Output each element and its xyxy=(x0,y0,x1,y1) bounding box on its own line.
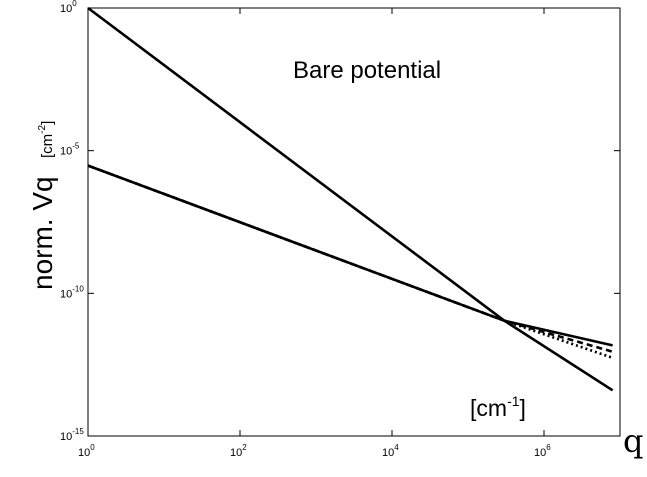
x-tick-label-0: 100 xyxy=(78,443,95,459)
y-unit-close: ] xyxy=(39,121,56,125)
x-unit-base: [cm xyxy=(470,395,507,421)
y-axis-label: norm. Vq xyxy=(27,176,58,290)
series-line-4 xyxy=(87,164,614,360)
x-unit-close: ] xyxy=(520,395,526,421)
y-unit-base: [cm xyxy=(39,134,56,158)
x-tick-label-2: 104 xyxy=(382,443,399,459)
y-tick-label-1: 10-5 xyxy=(60,142,80,158)
y-unit-exp: -2 xyxy=(37,124,48,133)
x-tick-label-3: 106 xyxy=(534,443,551,459)
x-unit-exp: -1 xyxy=(507,393,520,409)
y-tick-label-2: 10-10 xyxy=(60,284,84,300)
series-line-3 xyxy=(87,164,613,353)
y-tick-label-3: 10-15 xyxy=(60,427,84,443)
x-axis-label: q xyxy=(623,422,643,460)
series-layer xyxy=(87,6,614,392)
x-tick-label-1: 102 xyxy=(230,443,247,459)
x-axis-unit: [cm-1] xyxy=(470,393,526,421)
y-tick-label-0: 100 xyxy=(60,0,77,15)
tick-layer: 100 102 104 106 100 10-5 10-10 10-15 xyxy=(60,0,620,459)
plot-frame xyxy=(87,7,621,437)
chart-title: Bare potential xyxy=(293,57,441,84)
series-line-2 xyxy=(87,164,613,347)
y-axis-unit: [cm-2] xyxy=(37,121,56,158)
